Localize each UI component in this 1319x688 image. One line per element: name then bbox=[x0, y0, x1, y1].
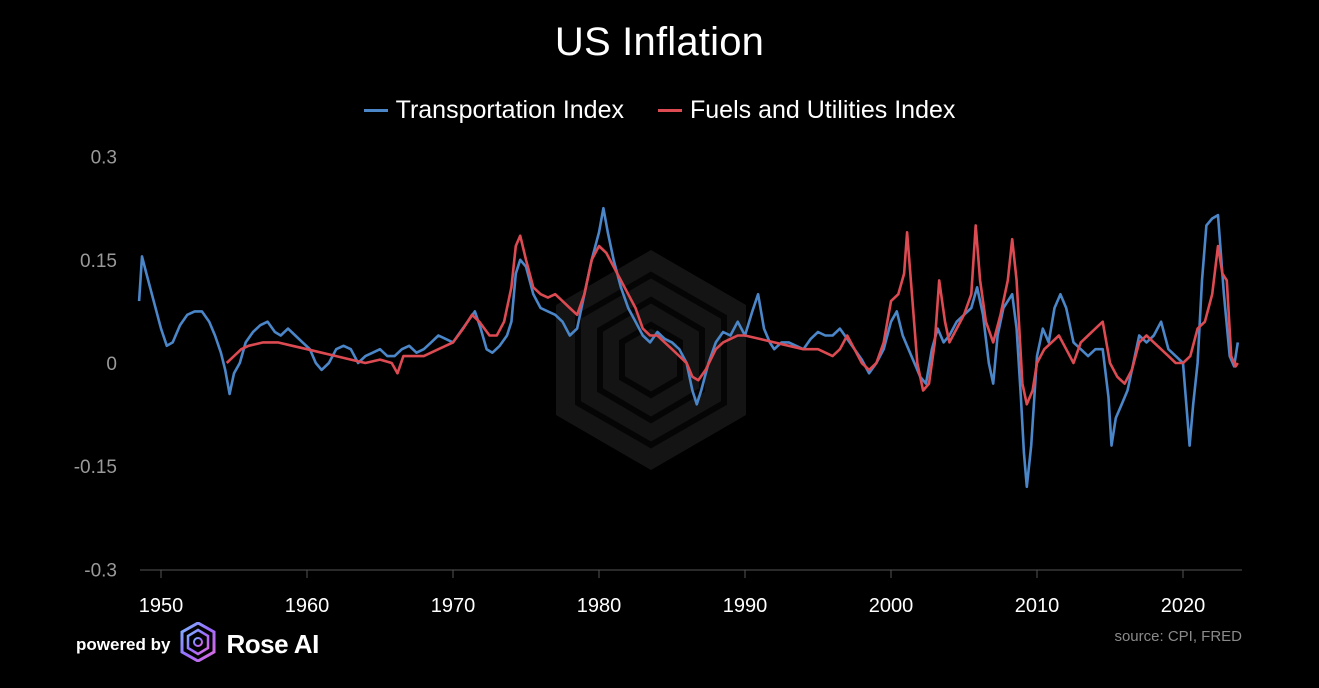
y-tick-label: -0.3 bbox=[84, 560, 117, 581]
legend-label-fuels-utilities: Fuels and Utilities Index bbox=[689, 96, 956, 124]
legend-swatch-transportation bbox=[363, 109, 388, 112]
series-line-fuels-utilities bbox=[225, 224, 1239, 406]
y-tick-label: 0.15 bbox=[80, 251, 117, 272]
legend-swatch-fuels-utilities bbox=[657, 109, 682, 112]
x-tick-label: 1990 bbox=[723, 595, 768, 617]
y-tick-label: 0 bbox=[106, 354, 117, 375]
rose-ai-logo-icon bbox=[180, 621, 216, 667]
y-axis: 0.3 0.15 0 -0.15 -0.3 bbox=[74, 148, 117, 582]
y-tick-label: 0.3 bbox=[91, 148, 117, 169]
y-tick-label: -0.15 bbox=[74, 457, 117, 478]
x-axis: 1950 1960 1970 1980 1990 2000 2010 2020 bbox=[139, 570, 1206, 617]
rose-ai-watermark-icon bbox=[556, 250, 746, 470]
source-note: source: CPI, FRED bbox=[1114, 628, 1242, 645]
x-tick-label: 1980 bbox=[577, 595, 622, 617]
x-tick-label: 2020 bbox=[1161, 595, 1206, 617]
x-tick-label: 2000 bbox=[869, 595, 914, 617]
series-lines bbox=[137, 206, 1240, 489]
legend-label-transportation: Transportation Index bbox=[395, 96, 624, 124]
legend-item-transportation: Transportation Index bbox=[363, 96, 624, 125]
brand-name: Rose AI bbox=[226, 629, 319, 659]
chart-title: US Inflation bbox=[554, 20, 765, 64]
x-tick-label: 1960 bbox=[285, 595, 330, 617]
powered-by-badge[interactable]: powered by Rose AI bbox=[76, 621, 319, 667]
legend-item-fuels-utilities: Fuels and Utilities Index bbox=[657, 96, 956, 125]
x-tick-label: 2010 bbox=[1015, 595, 1060, 617]
x-tick-label: 1950 bbox=[139, 595, 184, 617]
chart-legend: Transportation Index Fuels and Utilities… bbox=[0, 96, 1319, 125]
series-line-transportation bbox=[137, 206, 1240, 489]
x-tick-label: 1970 bbox=[431, 595, 476, 617]
powered-by-label: powered by bbox=[76, 634, 171, 654]
